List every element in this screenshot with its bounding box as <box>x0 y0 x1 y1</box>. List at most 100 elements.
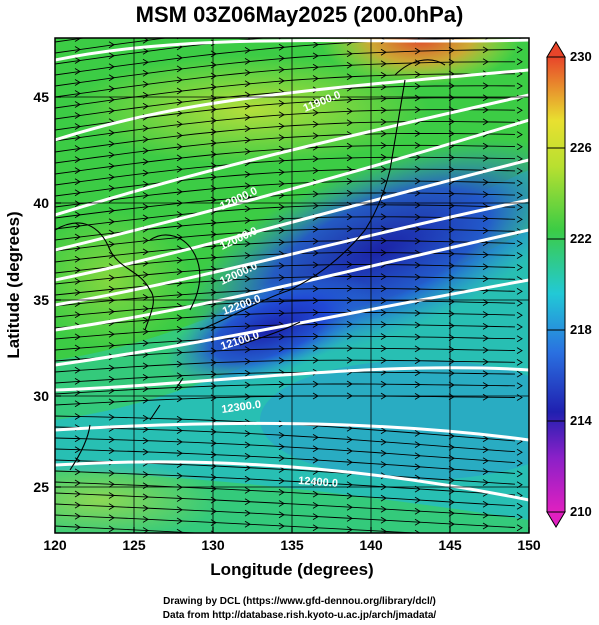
wind-arrow <box>176 65 183 73</box>
streamline <box>55 240 516 263</box>
wind-arrow <box>516 470 523 478</box>
wind-arrow <box>278 443 285 451</box>
wind-arrow <box>244 358 251 365</box>
wind-arrow <box>244 69 251 76</box>
wind-arrow <box>176 291 183 299</box>
wind-arrow <box>448 238 455 246</box>
wind-arrow <box>142 414 149 422</box>
wind-arrow <box>380 427 387 435</box>
wind-arrow <box>448 369 455 377</box>
wind-arrow <box>74 200 81 208</box>
wind-arrow <box>176 395 183 403</box>
wind-arrow <box>142 158 149 166</box>
wind-arrow <box>74 400 81 408</box>
wind-arrow <box>482 154 489 162</box>
wind-arrow <box>176 54 183 62</box>
wind-arrow <box>482 227 489 234</box>
wind-arrow <box>414 82 421 90</box>
wind-arrow <box>380 333 387 340</box>
wind-arrow <box>380 106 387 114</box>
wind-arrow <box>346 249 353 256</box>
wind-arrow <box>176 143 183 151</box>
wind-arrow <box>176 495 183 502</box>
wind-arrow <box>516 216 523 223</box>
wind-arrow <box>312 456 319 464</box>
streamline <box>55 192 516 219</box>
wind-arrow <box>211 29 216 35</box>
wind-arrow <box>516 347 523 354</box>
wind-arrow <box>74 68 81 75</box>
wind-arrow <box>483 0 488 5</box>
wind-arrow <box>176 449 183 457</box>
wind-arrow <box>142 136 149 143</box>
wind-arrow <box>414 369 421 377</box>
wind-arrow <box>108 514 115 522</box>
grid-lines <box>55 38 529 533</box>
wind-arrow <box>278 100 285 107</box>
streamline <box>55 180 516 208</box>
wind-arrow <box>142 362 149 370</box>
colorbar-tick-label: 218 <box>570 322 592 337</box>
wind-arrow <box>176 109 183 117</box>
wind-arrow <box>448 487 455 495</box>
wind-arrow <box>108 285 115 293</box>
streamline <box>55 287 516 307</box>
wind-arrow <box>74 101 81 108</box>
wind-arrow <box>176 360 183 368</box>
streamline <box>55 38 269 65</box>
wind-arrow <box>142 80 149 88</box>
wind-arrow <box>108 74 115 82</box>
wind-arrow <box>108 342 115 349</box>
wind-arrow <box>244 194 251 201</box>
wind-arrow <box>244 114 251 121</box>
wind-arrow <box>211 18 216 24</box>
x-tick-label: 145 <box>438 537 462 553</box>
wind-arrow <box>278 511 285 519</box>
wind-arrow <box>278 431 285 439</box>
wind-arrow <box>108 398 115 406</box>
wind-arrow <box>380 165 387 173</box>
wind-arrow <box>380 297 387 304</box>
wind-arrow <box>176 349 183 356</box>
contour-label: 12300.0 <box>221 399 262 416</box>
wind-arrow <box>312 502 319 509</box>
wind-arrow <box>516 513 523 521</box>
wind-arrow <box>74 145 81 152</box>
wind-arrow <box>313 8 318 14</box>
wind-arrow <box>108 63 115 71</box>
wind-arrow <box>74 479 81 487</box>
wind-arrow <box>74 366 81 374</box>
wind-arrow <box>482 323 489 330</box>
streamline <box>55 525 207 533</box>
wind-arrow <box>244 58 251 65</box>
wind-arrow <box>244 498 251 506</box>
wind-arrow <box>380 118 387 126</box>
wind-arrow <box>516 382 523 390</box>
wind-arrow <box>312 261 319 269</box>
wind-arrow <box>346 107 353 115</box>
wind-arrow <box>244 334 251 342</box>
wind-arrow <box>74 378 81 385</box>
wind-arrow <box>516 191 523 199</box>
wind-arrow <box>244 310 251 318</box>
wind-arrow <box>414 529 421 533</box>
wind-arrow <box>380 249 387 257</box>
wind-arrow <box>74 435 81 443</box>
wind-arrow <box>380 153 387 161</box>
wind-arrow <box>448 94 455 102</box>
wind-arrow <box>414 333 421 341</box>
wind-arrow <box>176 517 183 525</box>
height-contour <box>55 93 529 217</box>
wind-arrow <box>74 501 81 509</box>
wind-arrow <box>278 357 285 364</box>
wind-arrow <box>312 202 319 210</box>
wind-arrow <box>244 346 251 353</box>
y-tick-label: 40 <box>33 195 49 211</box>
wind-arrow <box>244 441 251 449</box>
wind-arrow <box>516 167 523 175</box>
wind-arrow <box>448 476 455 484</box>
wind-arrow <box>278 55 285 62</box>
wind-arrow <box>346 261 353 268</box>
wind-arrow <box>244 240 251 248</box>
wind-arrow <box>176 268 183 276</box>
